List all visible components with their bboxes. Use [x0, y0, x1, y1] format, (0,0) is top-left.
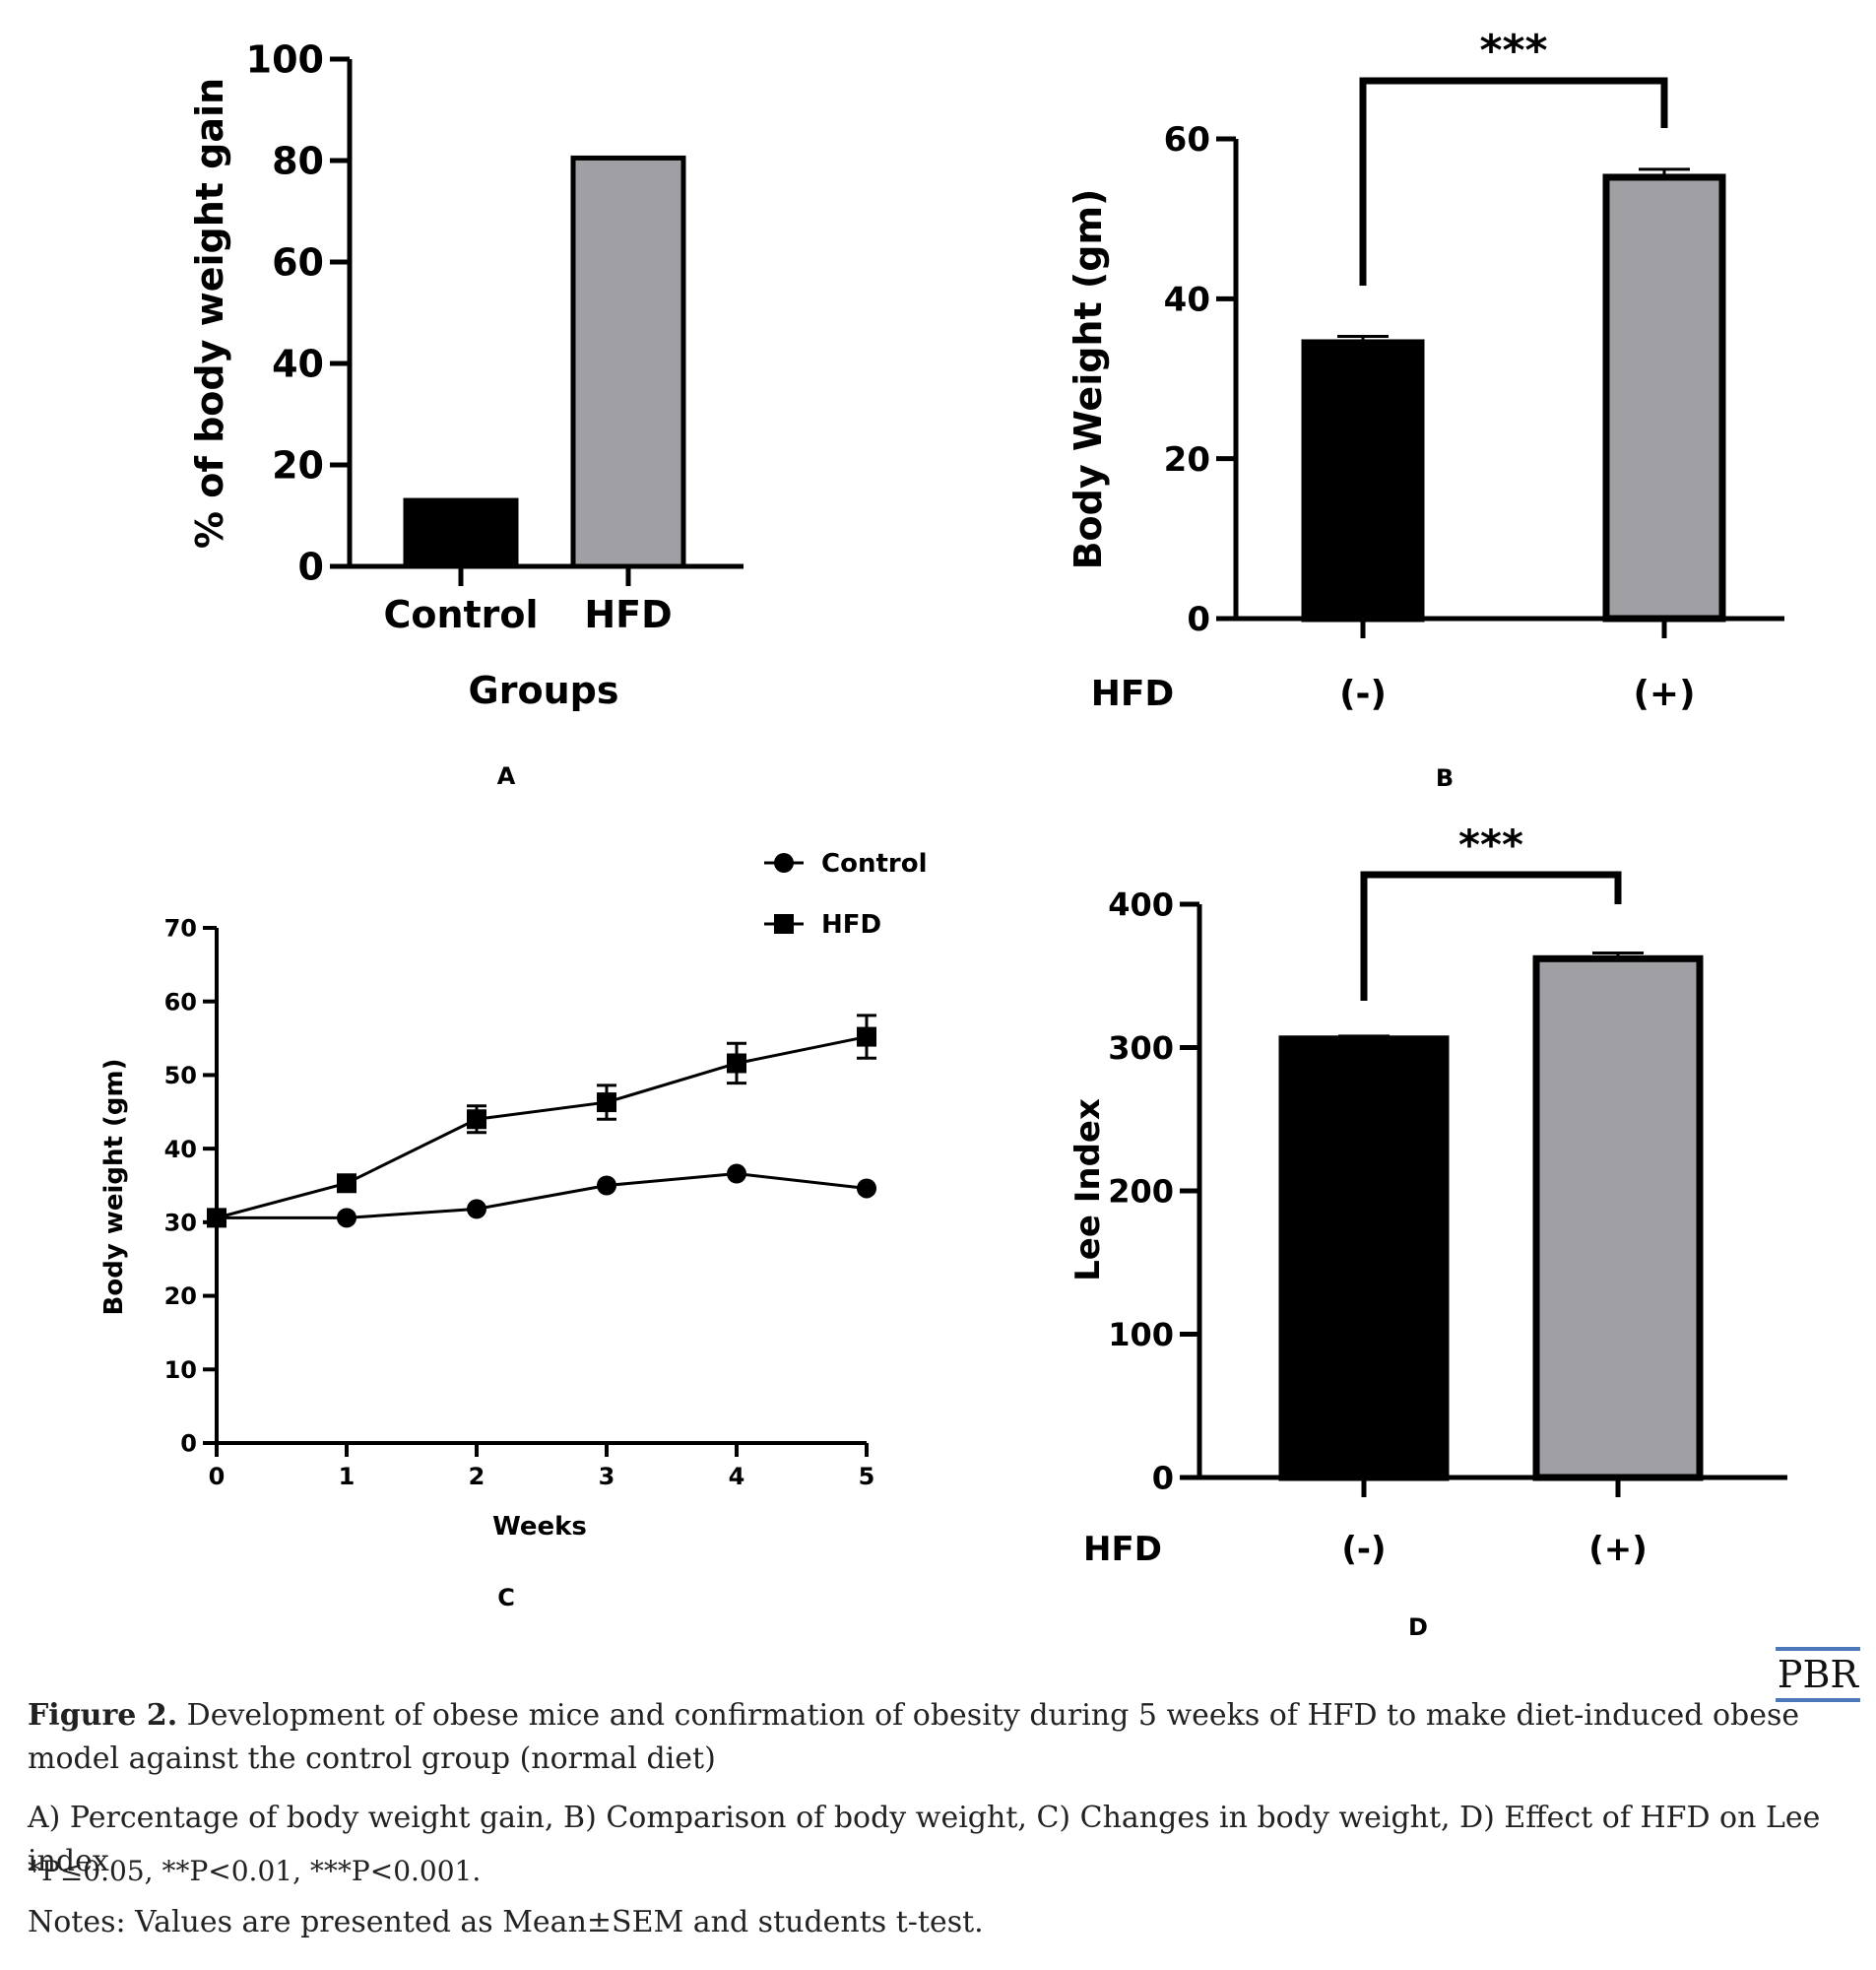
panel-letter-a: A	[497, 762, 516, 790]
significance-bracket-b	[1359, 77, 1668, 286]
y-tick-label-a: 40	[272, 343, 324, 386]
y-tick-label-c: 70	[164, 915, 197, 943]
y-tick-label-d: 200	[1108, 1173, 1174, 1211]
caption-panel-descriptions: A) Percentage of body weight gain, B) Co…	[28, 1801, 1821, 1878]
panel-letter-d: D	[1408, 1613, 1428, 1641]
caption-significance-note: *P≤0.05, **P<0.01, ***P<0.001.	[28, 1855, 482, 1887]
figure-caption: Figure 2. Development of obese mice and …	[28, 1694, 1859, 1781]
y-axis-title-c: Body weight (gm)	[99, 1059, 129, 1316]
series-line-hfd	[216, 1035, 868, 1219]
x-tick-label-c: 1	[339, 1463, 356, 1490]
bar-a-1	[570, 155, 686, 569]
data-point-hfd	[597, 1092, 616, 1113]
data-point-hfd	[727, 1053, 746, 1074]
y-tick-label-b: 40	[1164, 281, 1210, 320]
y-tick-label-c: 0	[180, 1430, 197, 1458]
legend-label-control: Control	[821, 849, 927, 879]
panel-letter-c: C	[497, 1584, 515, 1611]
x-tick-label-b: (+)	[1633, 674, 1695, 714]
data-point-control	[727, 1163, 746, 1184]
data-point-control	[337, 1208, 356, 1228]
y-tick-label-a: 80	[272, 140, 324, 183]
y-axis-title-a: % of body weight gain	[188, 78, 231, 549]
x-axis-title-a: Groups	[469, 669, 619, 712]
group-label-b: HFD	[1091, 674, 1175, 714]
data-point-hfd	[467, 1109, 486, 1130]
significance-bracket-d	[1360, 871, 1622, 1001]
y-tick-label-b: 0	[1187, 600, 1210, 639]
y-tick-label-d: 0	[1152, 1460, 1174, 1497]
significance-label-d: ***	[1458, 821, 1523, 869]
y-tick-label-b: 20	[1164, 440, 1210, 480]
y-tick-label-a: 60	[272, 241, 324, 285]
data-point-hfd	[207, 1208, 226, 1228]
y-tick-label-d: 300	[1108, 1029, 1174, 1067]
bar-b-0	[1301, 339, 1425, 623]
data-point-control	[597, 1175, 616, 1196]
y-tick-label-d: 100	[1108, 1316, 1174, 1353]
y-tick-label-c: 60	[164, 988, 197, 1016]
panel-letter-b: B	[1436, 764, 1454, 792]
y-tick-label-d: 400	[1108, 886, 1174, 924]
figure-title: Development of obese mice and confirmati…	[28, 1698, 1800, 1776]
group-label-d: HFD	[1083, 1530, 1162, 1569]
y-tick-label-c: 30	[164, 1209, 197, 1236]
figure-label: Figure 2.	[28, 1698, 178, 1733]
bar-a-0	[403, 497, 519, 569]
y-axis-title-d: Lee Index	[1068, 1098, 1108, 1281]
y-tick-label-c: 50	[164, 1062, 197, 1089]
y-axis-title-b: Body Weight (gm)	[1067, 189, 1110, 570]
x-tick-label-c: 0	[209, 1463, 226, 1490]
y-tick-label-b: 60	[1164, 120, 1210, 160]
x-tick-label-c: 2	[469, 1463, 485, 1490]
bar-b-1	[1602, 173, 1726, 623]
significance-label-b: ***	[1479, 26, 1547, 76]
x-tick-label-a: Control	[383, 593, 538, 636]
x-tick-label-c: 5	[859, 1463, 875, 1490]
x-tick-label-b: (-)	[1339, 674, 1387, 714]
legend-label-hfd: HFD	[821, 910, 881, 940]
y-tick-label-a: 0	[298, 546, 324, 589]
data-point-hfd	[337, 1173, 356, 1194]
data-point-hfd	[857, 1026, 876, 1047]
y-tick-label-c: 20	[164, 1282, 197, 1310]
data-point-control	[857, 1178, 876, 1199]
y-tick-label-c: 10	[164, 1356, 197, 1384]
x-tick-label-c: 4	[729, 1463, 745, 1490]
x-tick-label-a: HFD	[584, 593, 672, 636]
legend-marker-control	[774, 853, 794, 873]
legend-marker-hfd	[774, 914, 794, 934]
series-line-control	[217, 1172, 868, 1219]
bar-d-1	[1532, 954, 1704, 1481]
y-tick-label-c: 40	[164, 1136, 197, 1163]
bar-d-0	[1278, 1035, 1450, 1481]
y-tick-label-a: 20	[272, 444, 324, 488]
x-tick-label-d: (+)	[1588, 1530, 1648, 1569]
data-point-control	[467, 1199, 486, 1219]
x-axis-title-c: Weeks	[492, 1512, 587, 1542]
y-tick-label-a: 100	[246, 38, 324, 82]
journal-logo: PBR	[1775, 1647, 1860, 1702]
caption-methods-note: Notes: Values are presented as Mean±SEM …	[28, 1905, 984, 1939]
x-tick-label-c: 3	[599, 1463, 615, 1490]
x-tick-label-d: (-)	[1341, 1530, 1386, 1569]
